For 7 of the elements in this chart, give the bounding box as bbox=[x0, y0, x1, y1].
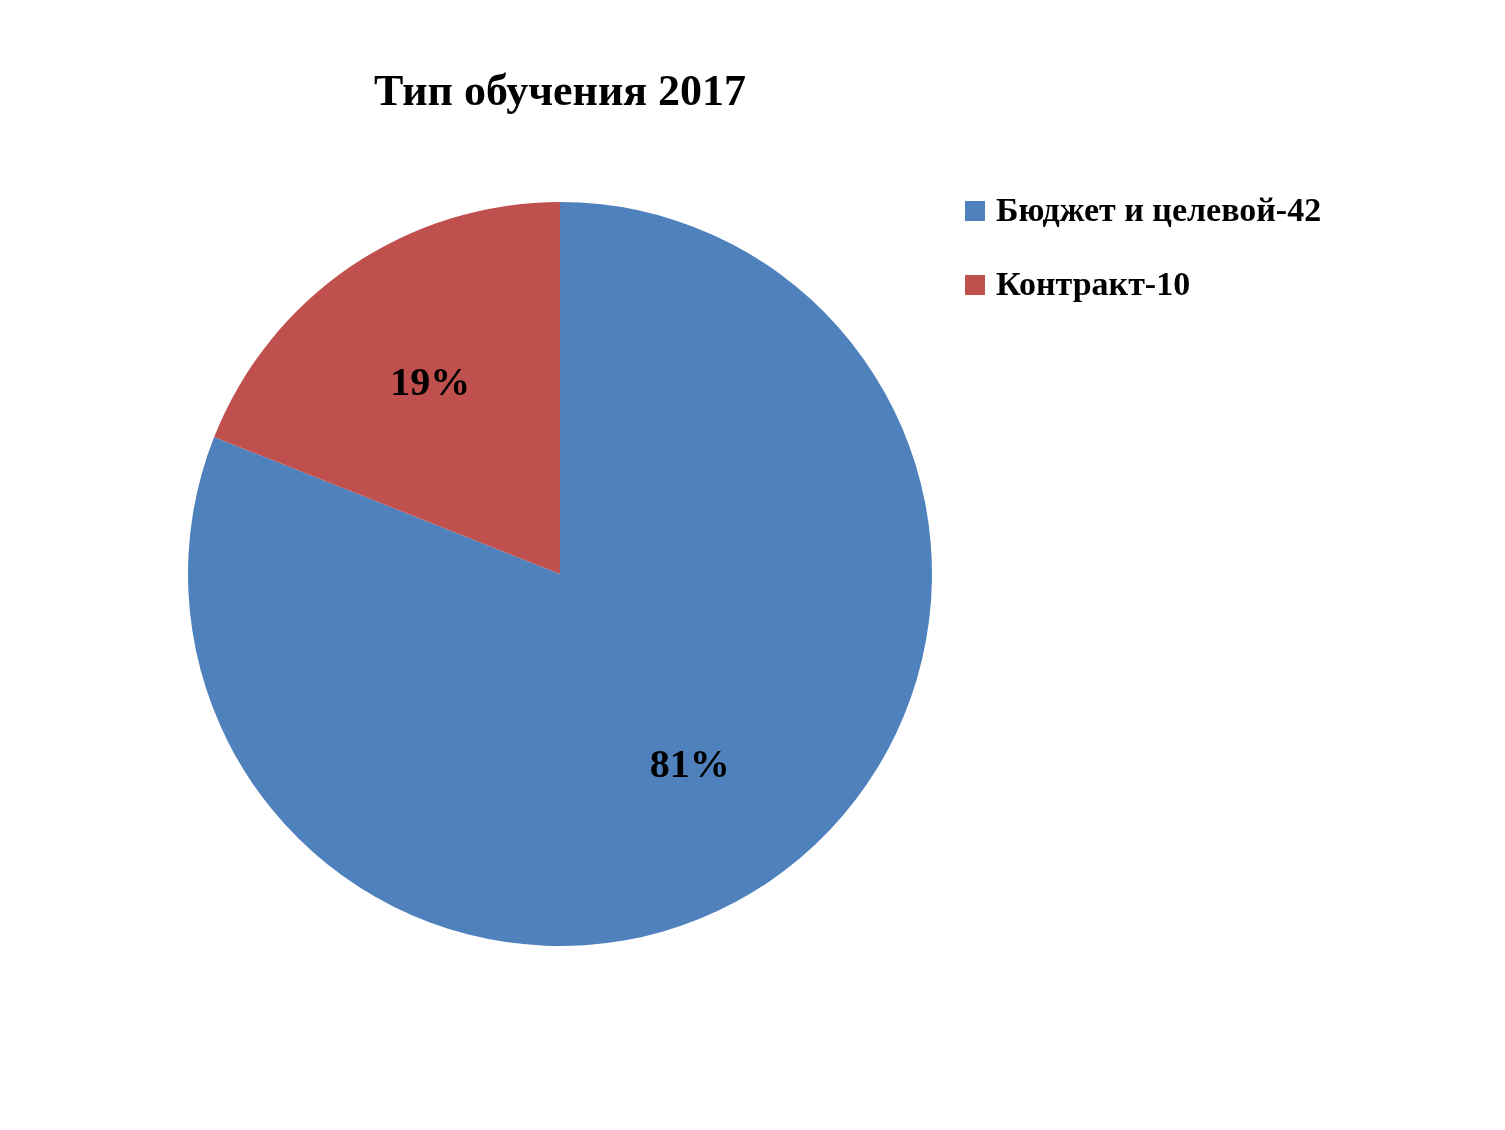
data-label: 81% bbox=[649, 740, 730, 786]
legend-label: Бюджет и целевой-42 bbox=[996, 191, 1322, 228]
legend-label: Контракт-10 bbox=[996, 265, 1191, 302]
data-label: 19% bbox=[390, 359, 471, 405]
pie-slice bbox=[188, 202, 932, 946]
pie-slice bbox=[214, 202, 560, 574]
chart-title: Тип обучения 2017 bbox=[373, 66, 747, 115]
